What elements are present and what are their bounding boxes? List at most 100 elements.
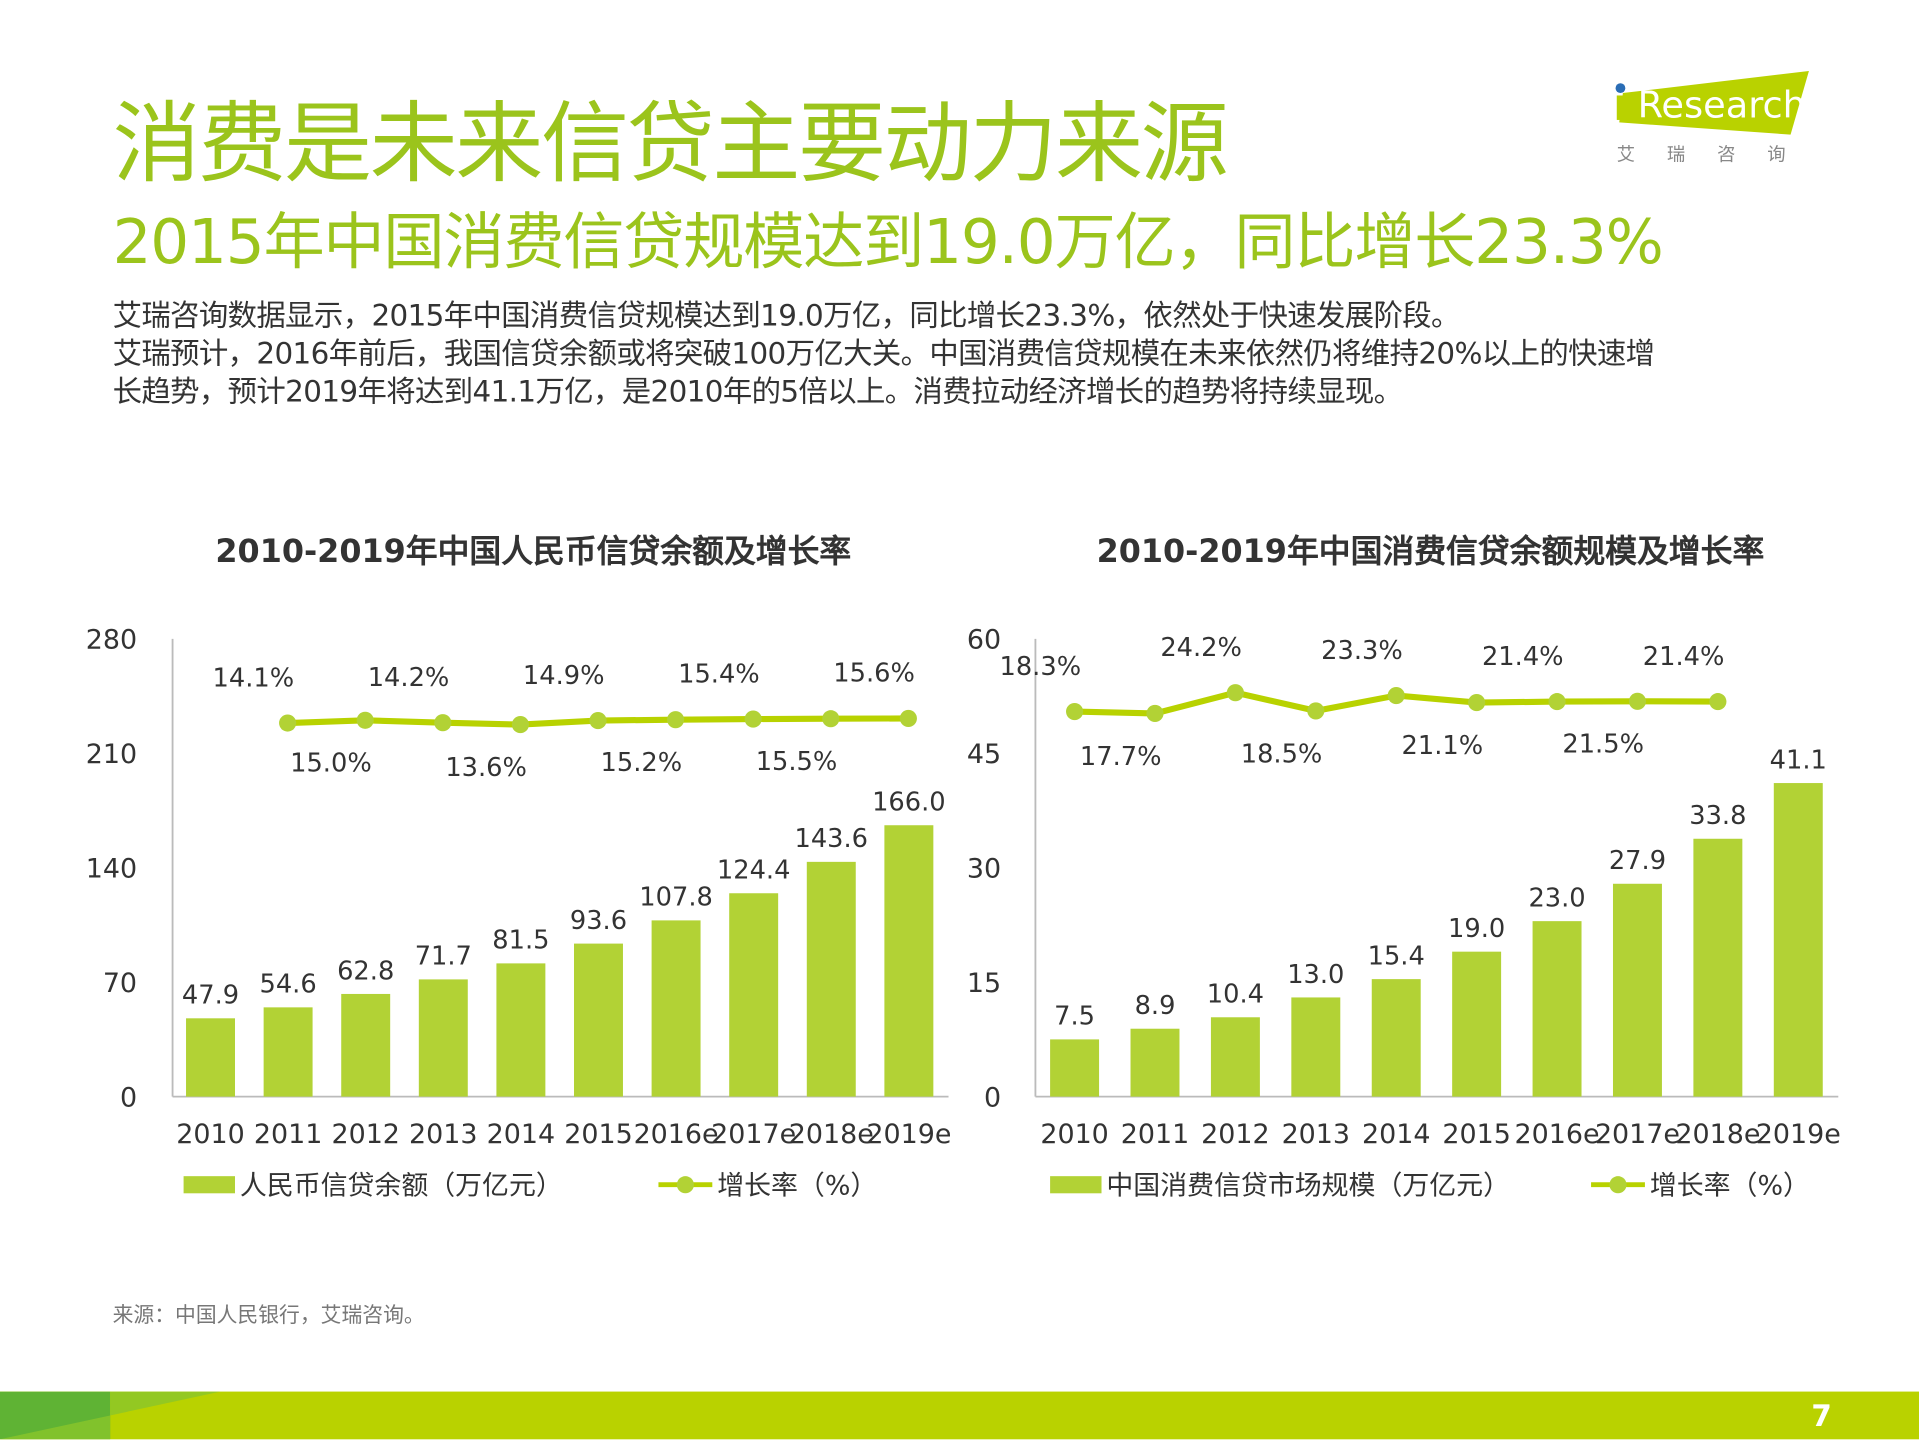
bar	[1532, 921, 1582, 1097]
growth-value-label: 13.6%	[445, 753, 527, 783]
footer-decoration	[0, 1391, 221, 1440]
growth-value-label: 21.4%	[1643, 642, 1725, 672]
bar	[1693, 838, 1743, 1097]
bar	[418, 979, 468, 1097]
x-tick-label: 2016e	[634, 1119, 719, 1150]
summary-line: 艾瑞预计，2016年前后，我国信贷余额或将突破100万亿大关。中国消费信贷规模在…	[112, 336, 1655, 371]
iresearch-logo: Research 艾瑞咨询	[1615, 70, 1815, 165]
bar-value-label: 33.8	[1689, 801, 1746, 831]
growth-value-label: 15.4%	[678, 659, 760, 689]
bar-value-label: 47.9	[182, 981, 239, 1011]
growth-value-label: 17.7%	[1080, 742, 1162, 772]
svg-text:艾瑞咨询: 艾瑞咨询	[1617, 144, 1815, 165]
bar-value-label: 166.0	[872, 788, 946, 818]
x-tick-label: 2012	[331, 1119, 399, 1150]
growth-point	[1146, 704, 1164, 723]
bar	[1130, 1028, 1180, 1097]
legend-line-label: 增长率（%）	[1650, 1171, 1810, 1202]
y-tick-label: 0	[984, 1082, 1001, 1113]
x-tick-label: 2017e	[711, 1119, 796, 1150]
growth-value-label: 14.2%	[368, 663, 450, 693]
bar	[263, 1007, 313, 1097]
summary-line: 长趋势，预计2019年将达到41.1万亿，是2010年的5倍以上。消费拉动经济增…	[112, 374, 1403, 409]
y-tick-label: 70	[103, 968, 137, 999]
bar	[1371, 979, 1421, 1097]
svg-text:Research: Research	[1638, 83, 1806, 126]
growth-point	[1628, 692, 1647, 710]
x-tick-label: 2012	[1201, 1119, 1269, 1150]
growth-value-label: 18.3%	[1000, 652, 1082, 682]
legend-bar-swatch	[183, 1176, 235, 1194]
growth-value-label: 18.5%	[1241, 739, 1323, 769]
bar-value-label: 7.5	[1054, 1002, 1095, 1032]
bar	[186, 1018, 235, 1097]
x-tick-label: 2017e	[1595, 1119, 1680, 1150]
x-tick-label: 2014	[1362, 1119, 1430, 1150]
y-tick-label: 0	[120, 1082, 137, 1113]
x-tick-label: 2010	[176, 1119, 244, 1150]
x-tick-label: 2013	[409, 1119, 477, 1150]
bar	[1291, 997, 1341, 1097]
growth-value-label: 21.1%	[1402, 731, 1484, 761]
y-tick-label: 45	[967, 739, 1001, 770]
bar	[1773, 783, 1823, 1097]
bar	[806, 861, 856, 1097]
growth-point	[744, 710, 762, 728]
y-tick-label: 210	[86, 739, 137, 770]
page-title: 消费是未来信贷主要动力来源	[112, 91, 1229, 195]
bar-value-label: 81.5	[492, 926, 549, 956]
bar	[1210, 1017, 1260, 1097]
growth-value-label: 21.4%	[1482, 642, 1564, 672]
source-note: 来源：中国人民银行，艾瑞咨询。	[112, 1303, 425, 1328]
legend-line-marker	[676, 1176, 694, 1194]
bar-value-label: 19.0	[1448, 914, 1505, 944]
x-tick-label: 2011	[1121, 1119, 1189, 1150]
growth-value-label: 15.6%	[833, 659, 915, 689]
bar-value-label: 54.6	[260, 970, 317, 1000]
growth-point	[1226, 684, 1244, 702]
page-number: 7	[1811, 1398, 1832, 1434]
bar-value-label: 71.7	[415, 942, 472, 972]
x-tick-label: 2019e	[866, 1119, 951, 1150]
y-tick-label: 30	[967, 854, 1001, 885]
summary-line: 艾瑞咨询数据显示，2015年中国消费信贷规模达到19.0万亿，同比增长23.3%…	[112, 298, 1461, 333]
bar-value-label: 143.6	[794, 824, 868, 854]
footer-bar	[0, 1391, 1919, 1440]
growth-point	[279, 714, 297, 732]
growth-value-label: 15.2%	[601, 748, 683, 778]
x-tick-label: 2010	[1040, 1119, 1108, 1150]
growth-value-label: 24.2%	[1160, 633, 1242, 663]
growth-value-label: 14.9%	[523, 661, 605, 691]
growth-point	[1468, 694, 1486, 712]
legend-bar-label: 中国消费信贷市场规模（万亿元）	[1106, 1171, 1510, 1202]
bar-value-label: 62.8	[337, 956, 394, 986]
bar	[1612, 883, 1662, 1097]
growth-value-label: 14.1%	[213, 663, 295, 693]
bar	[1452, 951, 1502, 1097]
x-tick-label: 2015	[564, 1119, 632, 1150]
bar-value-label: 15.4	[1368, 941, 1425, 971]
bar-value-label: 13.0	[1287, 960, 1344, 990]
y-tick-label: 15	[967, 968, 1001, 999]
growth-point	[899, 709, 917, 727]
bar-value-label: 107.8	[639, 883, 713, 913]
bar	[341, 993, 391, 1097]
growth-value-label: 23.3%	[1321, 636, 1403, 666]
bar-value-label: 41.1	[1770, 745, 1827, 775]
bar-value-label: 23.0	[1528, 883, 1585, 913]
x-tick-label: 2013	[1282, 1119, 1350, 1150]
y-tick-label: 140	[86, 854, 137, 885]
bar-value-label: 93.6	[570, 906, 627, 936]
legend-line-marker	[1609, 1176, 1627, 1194]
growth-point	[434, 714, 452, 732]
legend-bar-label: 人民币信贷余额（万亿元）	[240, 1171, 563, 1202]
legend-line-label: 增长率（%）	[717, 1171, 877, 1202]
bar	[574, 943, 623, 1097]
x-tick-label: 2011	[254, 1119, 322, 1150]
growth-value-label: 15.0%	[290, 749, 372, 779]
bar-value-label: 10.4	[1207, 980, 1264, 1010]
x-tick-label: 2016e	[1515, 1119, 1600, 1150]
bar-value-label: 27.9	[1609, 846, 1666, 876]
y-tick-label: 280	[86, 625, 137, 656]
